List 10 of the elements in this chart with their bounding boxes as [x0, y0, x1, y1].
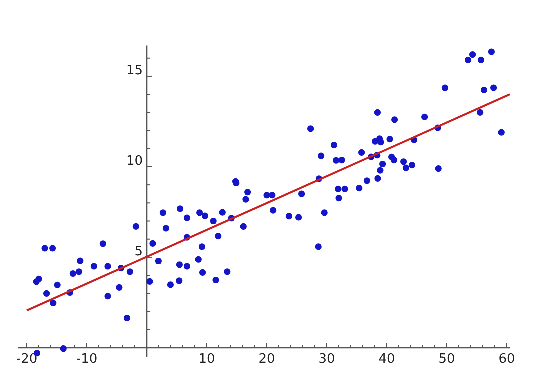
x-tick-label: 30: [318, 352, 336, 367]
x-tick-label: -10: [76, 352, 98, 367]
y-tick-label: 10: [126, 154, 143, 169]
x-tick-label: 40: [378, 352, 396, 367]
x-tick-label: 20: [258, 352, 276, 367]
x-tick-label: 60: [498, 352, 516, 367]
x-tick-label: 50: [438, 352, 456, 367]
y-tick-label: 5: [134, 244, 143, 260]
x-tick-label: 10: [198, 352, 216, 367]
y-tick-label: 15: [126, 63, 143, 78]
